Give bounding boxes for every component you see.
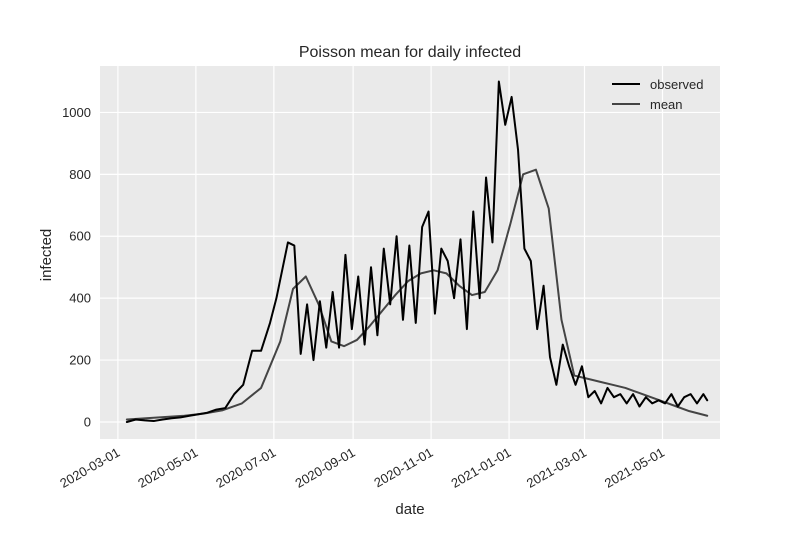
y-tick-label: 600	[69, 229, 91, 244]
y-tick-label: 200	[69, 353, 91, 368]
y-tick-label: 400	[69, 291, 91, 306]
legend: observed mean	[612, 77, 703, 112]
y-tick-label: 0	[84, 414, 91, 429]
y-tick-label: 1000	[62, 105, 91, 120]
x-axis-label: date	[395, 501, 424, 518]
y-axis-label: infected	[38, 229, 55, 282]
legend-label-mean: mean	[650, 97, 683, 112]
y-tick-labels: 0 200 400 600 800 1000	[62, 105, 91, 430]
series-layer	[125, 80, 709, 423]
legend-label-observed: observed	[650, 77, 703, 92]
series-line-observed	[125, 80, 709, 423]
chart-title: Poisson mean for daily infected	[299, 44, 521, 61]
y-tick-label: 800	[69, 167, 91, 182]
